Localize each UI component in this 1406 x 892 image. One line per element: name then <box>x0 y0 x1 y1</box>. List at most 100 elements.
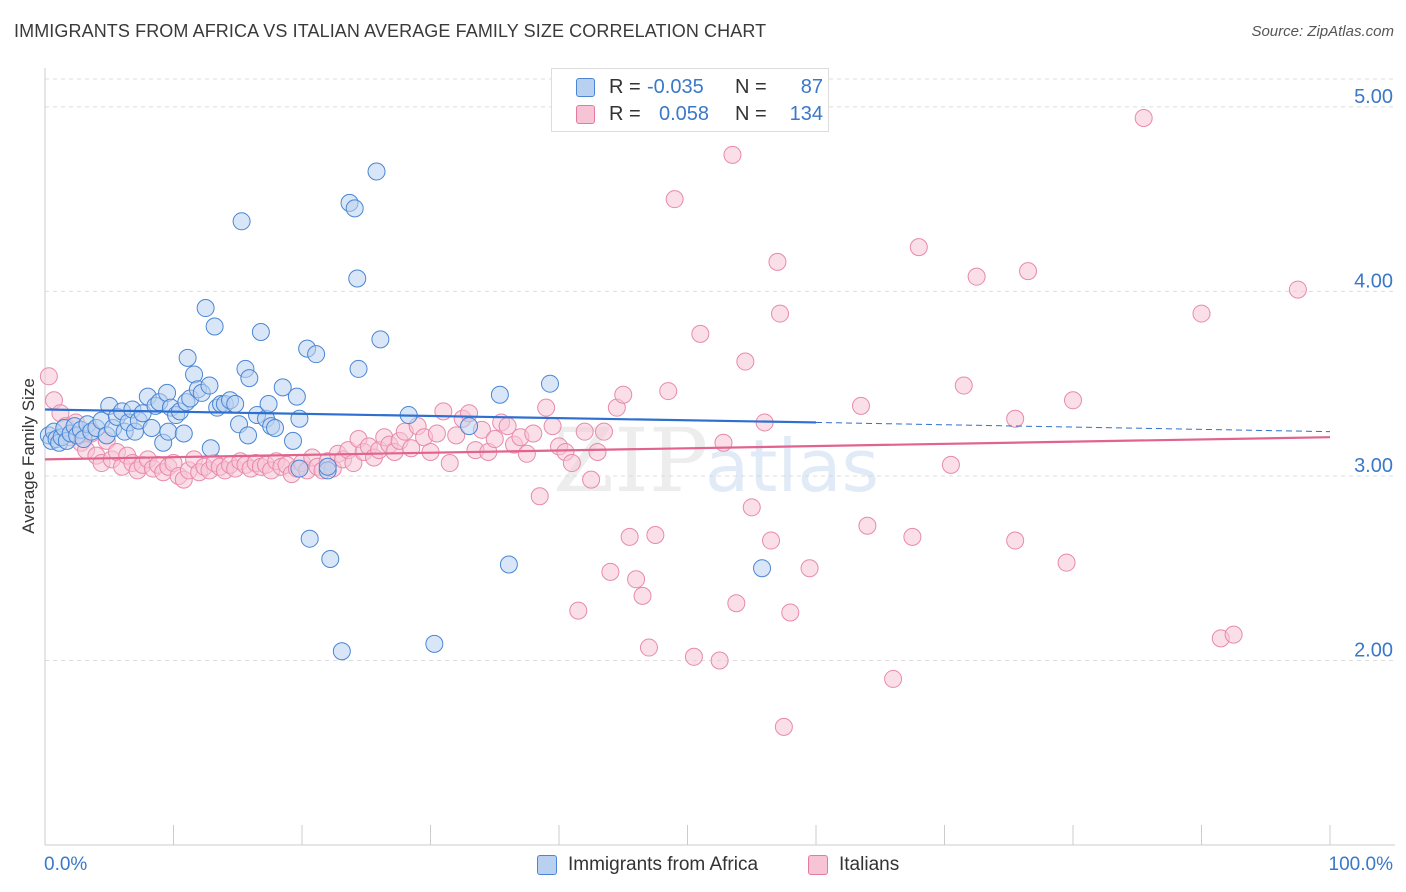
italians-point <box>665 190 684 209</box>
africa-point <box>345 199 364 218</box>
italians-point <box>1006 409 1025 428</box>
legend-n-label: N = <box>735 75 767 98</box>
africa-point <box>348 269 367 288</box>
italians-point <box>627 570 646 589</box>
italians-point <box>742 498 761 517</box>
italians-point <box>1006 531 1025 550</box>
bottom-legend-label-africa: Immigrants from Africa <box>568 854 759 875</box>
africa-point <box>273 378 292 397</box>
legend-n-label: N = <box>735 102 767 125</box>
legend-n-value: 134 <box>789 102 823 125</box>
tick-labels: 2.00 3.00 4.00 5.00 0.0% 100.0% <box>44 86 1393 875</box>
africa-point <box>159 422 178 441</box>
source-credit: Source: ZipAtlas.com <box>1251 23 1394 40</box>
africa-point <box>259 394 278 413</box>
italians-point <box>659 382 678 401</box>
legend-r-label: R = <box>609 75 641 98</box>
italians-point <box>967 267 986 286</box>
watermark-atlas: atlas <box>705 424 879 508</box>
italians-point <box>614 385 633 404</box>
italians-point <box>954 376 973 395</box>
italians-point <box>517 444 536 463</box>
italians-point <box>530 487 549 506</box>
italians-point <box>575 422 594 441</box>
italians-point <box>727 594 746 613</box>
bottom-legend-swatch-italians <box>808 855 828 875</box>
africa-point <box>232 212 251 231</box>
italians-point <box>762 531 781 550</box>
y-tick-label: 5.00 <box>1354 86 1393 108</box>
zipatlas-watermark: ZIP atlas <box>553 409 879 512</box>
italians-point <box>909 238 928 257</box>
africa-point <box>200 376 219 395</box>
italians-point <box>646 526 665 544</box>
africa-point <box>251 323 270 342</box>
italians-point <box>858 516 877 535</box>
africa-point <box>307 345 326 364</box>
italians-point <box>633 586 652 605</box>
bottom-legend-swatch-africa <box>537 855 557 875</box>
africa-point <box>367 162 386 181</box>
italians-point <box>710 651 729 670</box>
italians-point <box>736 352 755 371</box>
y-tick-label: 3.00 <box>1354 455 1393 477</box>
africa-points <box>39 162 772 661</box>
legend-swatch-italians <box>576 104 595 124</box>
africa-point <box>284 431 303 450</box>
italians-trend-line <box>44 436 1331 461</box>
africa-point <box>266 418 285 437</box>
africa-point <box>201 439 220 458</box>
legend-row-italians: R = 0.058 N = 134 <box>576 101 823 127</box>
africa-trend-extension <box>815 421 1331 433</box>
chart-title: IMMIGRANTS FROM AFRICA VS ITALIAN AVERAG… <box>14 21 767 41</box>
italians-point <box>639 638 658 657</box>
x-tick-label-min: 0.0% <box>44 854 87 875</box>
italians-point <box>440 454 459 473</box>
x-tick-label-max: 100.0% <box>1329 854 1394 875</box>
italians-point <box>601 562 620 581</box>
bottom-legend-italians: Italians <box>808 852 899 878</box>
legend-n-value: 87 <box>800 75 823 98</box>
italians-point <box>569 601 588 620</box>
legend-r-value: -0.035 <box>647 75 704 98</box>
africa-point <box>290 459 309 478</box>
africa-point <box>425 634 444 653</box>
trend-lines <box>44 408 1331 461</box>
y-tick-label: 4.00 <box>1354 270 1393 292</box>
africa-trend-line <box>44 408 817 424</box>
italians-point <box>594 422 613 441</box>
italians-point <box>427 424 446 443</box>
italians-point <box>543 417 562 436</box>
africa-point <box>205 317 224 336</box>
italians-point <box>774 717 793 736</box>
africa-point <box>240 369 259 388</box>
legend-row-africa: R = -0.035 N = 87 <box>576 74 823 100</box>
africa-point <box>185 365 204 384</box>
italians-points <box>39 108 1307 736</box>
axes <box>44 68 1395 846</box>
italians-point <box>851 396 870 415</box>
legend-r-label: R = <box>609 102 641 125</box>
africa-point <box>499 555 518 574</box>
italians-point <box>691 324 710 343</box>
italians-point <box>781 603 800 622</box>
correlation-legend: R = -0.035 N = 87 R = 0.058 N = 134 <box>551 68 829 132</box>
italians-point <box>588 442 607 461</box>
italians-point <box>800 559 819 578</box>
italians-point <box>768 252 787 271</box>
africa-point <box>142 418 161 437</box>
bottom-legend-label-italians: Italians <box>839 854 900 875</box>
italians-point <box>447 426 466 445</box>
italians-point <box>1019 262 1038 281</box>
italians-point <box>903 527 922 546</box>
africa-point <box>349 359 368 378</box>
africa-point <box>226 394 245 413</box>
africa-point <box>753 559 772 578</box>
italians-point <box>1224 625 1243 644</box>
africa-point <box>318 457 337 476</box>
y-axis-label: Average Family Size <box>19 378 38 534</box>
africa-point <box>300 529 319 548</box>
italians-point <box>771 304 790 323</box>
legend-swatch-africa <box>576 77 595 97</box>
